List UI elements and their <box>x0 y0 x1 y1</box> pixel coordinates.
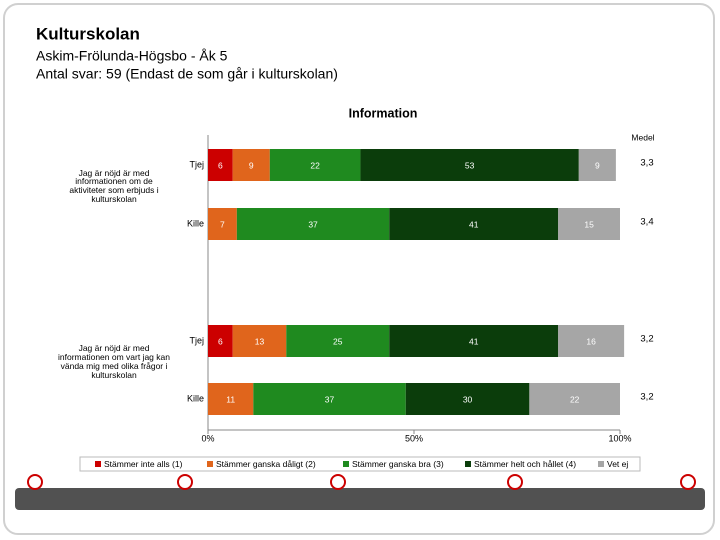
x-tick-label: 100% <box>608 433 631 443</box>
x-tick-label: 50% <box>405 433 423 443</box>
legend-swatch <box>465 461 471 467</box>
data-label: 30 <box>463 394 473 404</box>
legend-swatch <box>207 461 213 467</box>
bar-segment <box>405 383 530 415</box>
data-label: 6 <box>218 160 223 170</box>
legend-swatch <box>343 461 349 467</box>
bar-segment <box>389 325 559 357</box>
data-label: 16 <box>586 336 596 346</box>
data-label: 9 <box>249 160 254 170</box>
subtitle: Askim-Frölunda-Högsbo - Åk 5 <box>36 48 228 64</box>
bar-segment <box>529 383 620 415</box>
legend-label: Stämmer inte alls (1) <box>104 459 183 469</box>
footer-decoration <box>15 474 705 510</box>
legend-label: Vet ej <box>607 459 628 469</box>
bar-segment <box>253 383 406 415</box>
chart-title: Information <box>349 106 418 120</box>
legend-swatch <box>95 461 101 467</box>
legend-label: Stämmer ganska dåligt (2) <box>216 459 316 469</box>
group-label: Jag är nöjd är med informationen om de a… <box>69 168 159 205</box>
note: Antal svar: 59 (Endast de som går i kult… <box>36 66 338 82</box>
x-tick-label: 0% <box>201 433 214 443</box>
data-label: 53 <box>465 160 475 170</box>
data-label: 22 <box>310 160 320 170</box>
medel-value: 3,3 <box>640 158 653 169</box>
bar-segment <box>558 208 620 240</box>
data-label: 41 <box>469 219 479 229</box>
row-label: Kille <box>187 218 204 228</box>
bar-segment <box>558 325 625 357</box>
group-label: Jag är nöjd är med informationen om vart… <box>58 344 170 380</box>
data-label: 37 <box>308 219 318 229</box>
data-label: 41 <box>469 336 479 346</box>
medel-value: 3,4 <box>640 217 653 228</box>
legend-box <box>79 456 641 472</box>
medel-header: Medel <box>631 132 654 142</box>
data-label: 7 <box>220 219 225 229</box>
bar-segment <box>389 208 559 240</box>
legend-swatch <box>598 461 604 467</box>
data-label: 25 <box>333 336 343 346</box>
bar-segment <box>208 208 237 240</box>
bar-segment <box>232 149 270 181</box>
bar-segment <box>360 149 579 181</box>
medel-value: 3,2 <box>640 334 653 345</box>
group-label-box: Jag är nöjd är med informationen om de a… <box>69 168 159 205</box>
bar-segment <box>208 383 254 415</box>
data-label: 22 <box>570 394 580 404</box>
bar-segment <box>236 208 390 240</box>
data-label: 11 <box>226 394 235 404</box>
legend-label: Stämmer helt och hållet (4) <box>474 459 576 469</box>
bar-segment <box>232 325 287 357</box>
bar-segment <box>208 325 233 357</box>
row-label: Tjej <box>189 159 204 169</box>
data-label: 37 <box>325 394 335 404</box>
data-label: 15 <box>584 219 594 229</box>
title: Kulturskolan <box>36 24 140 43</box>
legend-label: Stämmer ganska bra (3) <box>352 459 444 469</box>
bar-segment <box>578 149 616 181</box>
data-label: 6 <box>218 336 223 346</box>
medel-value: 3,2 <box>640 392 653 403</box>
bar-segment <box>286 325 390 357</box>
group-label-box: Jag är nöjd är med informationen om vart… <box>58 344 170 380</box>
row-label: Kille <box>187 393 204 403</box>
data-label: 9 <box>595 160 600 170</box>
row-label: Tjej <box>189 335 204 345</box>
bar-segment <box>269 149 361 181</box>
bar-segment <box>208 149 233 181</box>
data-label: 13 <box>255 336 265 346</box>
slide-frame <box>3 3 715 535</box>
